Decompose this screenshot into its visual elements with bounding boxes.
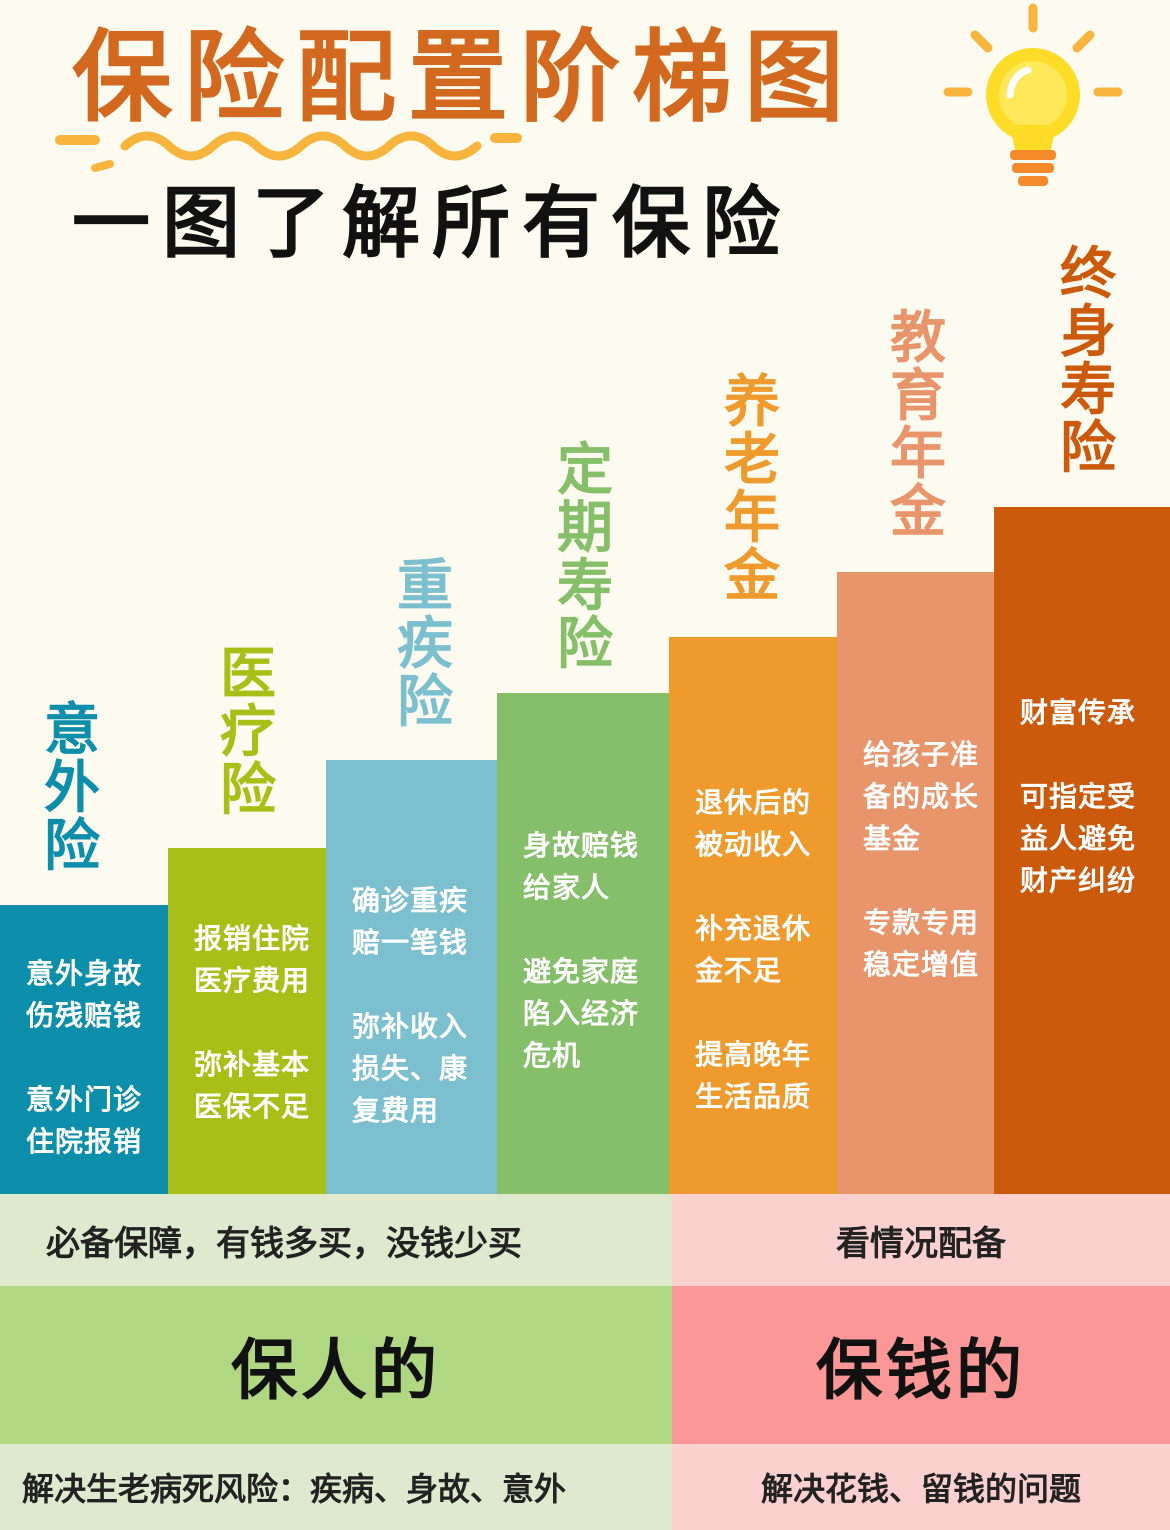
money-note: 看情况配备 — [836, 1223, 1006, 1264]
people-note-band: 必备保障，有钱多买，没钱少买 — [0, 1194, 672, 1286]
step-education-annuity: 给孩子准 备的成长 基金 专款专用 稳定增值 — [837, 572, 994, 1194]
money-desc: 解决花钱、留钱的问题 — [760, 1470, 1081, 1508]
money-note-band: 看情况配备 — [672, 1194, 1170, 1286]
step-label-accident: 意外险 — [44, 698, 100, 879]
money-title-band: 保钱的 — [672, 1286, 1170, 1444]
people-note: 必备保障，有钱多买，没钱少买 — [46, 1223, 522, 1264]
step-whole-life-insurance: 财富传承 可指定受 益人避免 财产纠纷 — [994, 507, 1170, 1194]
money-title: 保钱的 — [816, 1332, 1026, 1409]
step-pension-annuity: 退休后的 被动收入 补充退休 金不足 提高晚年 生活品质 — [669, 637, 837, 1194]
step-label-whole-life: 终身寿险 — [1060, 242, 1116, 481]
people-desc-band: 解决生老病死风险：疾病、身故、意外 — [0, 1444, 672, 1530]
step-medical-insurance: 报销住院 医疗费用 弥补基本 医保不足 — [168, 848, 326, 1194]
people-title-band: 保人的 — [0, 1286, 672, 1444]
step-accident-insurance: 意外身故 伤残赔钱 意外门诊 住院报销 — [0, 905, 168, 1194]
money-desc-band: 解决花钱、留钱的问题 — [672, 1444, 1170, 1530]
step-label-critical-illness: 重疾险 — [397, 554, 453, 735]
step-description: 给孩子准 备的成长 基金 专款专用 稳定增值 — [863, 738, 980, 981]
people-title: 保人的 — [231, 1332, 441, 1409]
step-label-term-life: 定期寿险 — [557, 438, 613, 677]
step-critical-illness-insurance: 确诊重疾 赔一笔钱 弥补收入 损失、康 复费用 — [326, 760, 497, 1194]
page-subtitle: 一图了解所有保险 — [72, 179, 793, 269]
step-term-life-insurance: 身故赔钱 给家人 避免家庭 陷入经济 危机 — [497, 693, 669, 1194]
page-title: 保险配置阶梯图 — [72, 19, 856, 136]
step-label-education: 教育年金 — [890, 306, 946, 545]
step-label-pension: 养老年金 — [724, 370, 780, 609]
step-description: 意外身故 伤残赔钱 意外门诊 住院报销 — [26, 957, 143, 1158]
squiggle-underline — [55, 131, 522, 172]
step-description: 确诊重疾 赔一笔钱 弥补收入 损失、康 复费用 — [352, 884, 469, 1127]
lightbulb-icon — [943, 3, 1123, 186]
step-description: 报销住院 医疗费用 弥补基本 医保不足 — [194, 922, 311, 1123]
step-description: 退休后的 被动收入 补充退休 金不足 提高晚年 生活品质 — [695, 786, 812, 1113]
step-description: 财富传承 可指定受 益人避免 财产纠纷 — [1020, 696, 1137, 897]
step-label-medical: 医疗险 — [220, 642, 276, 823]
step-description: 身故赔钱 给家人 避免家庭 陷入经济 危机 — [523, 829, 640, 1072]
people-desc: 解决生老病死风险：疾病、身故、意外 — [22, 1470, 567, 1508]
